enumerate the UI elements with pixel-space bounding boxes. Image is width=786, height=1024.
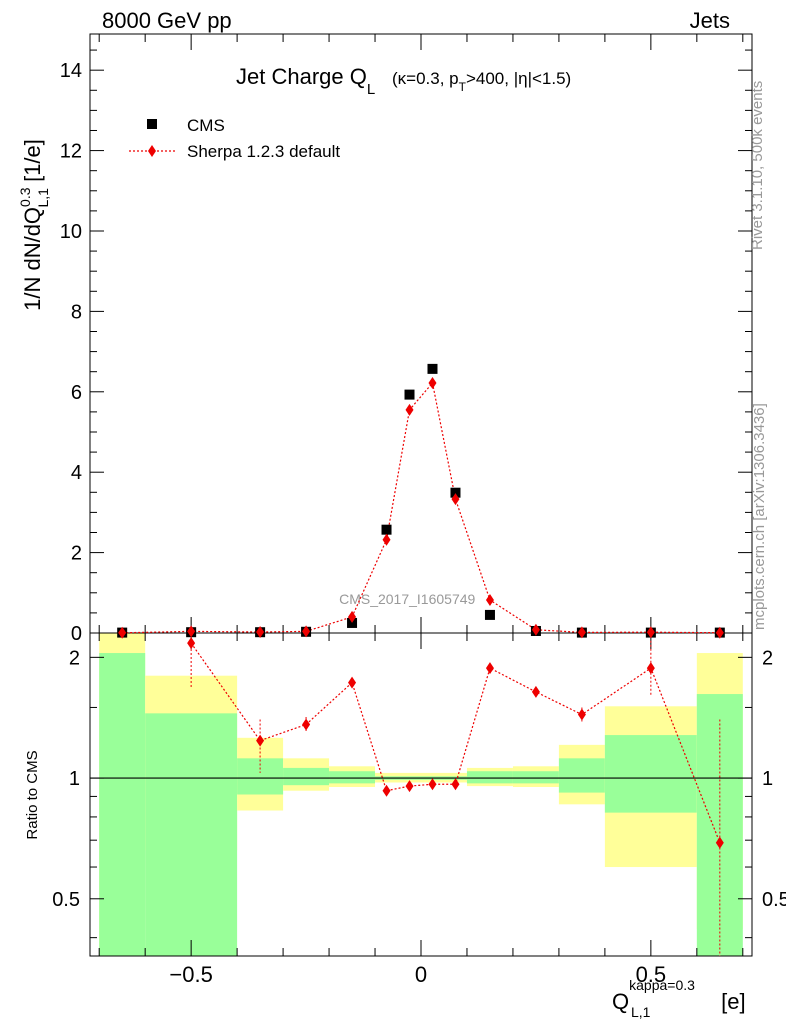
xtick-label: 0 [415, 962, 427, 987]
sherpa-point [428, 376, 437, 389]
ratio-point [485, 662, 494, 675]
chart-title-sub: L [367, 81, 375, 98]
main-ytick-label: 0 [71, 623, 82, 645]
ratio-ylabel: Ratio to CMS [24, 750, 41, 839]
ratio-point [531, 685, 540, 698]
ratio-ytick-label: 1 [69, 768, 80, 790]
xtick-label: 0.5 [636, 962, 667, 987]
cms-point [427, 363, 438, 374]
band-inner-8 [558, 758, 605, 793]
sherpa-point [405, 403, 414, 416]
band-inner-0 [99, 653, 146, 956]
sherpa-point [118, 626, 127, 639]
sherpa-point [485, 594, 494, 607]
main-ylabel: 1/N dN/dQ0.3 L,1 [1/e] [17, 139, 51, 311]
band-inner-7 [512, 771, 559, 784]
xtick-label: −0.5 [169, 962, 212, 987]
band-inner-1 [145, 713, 238, 956]
header-right-label: Jets [689, 8, 730, 33]
main-ytick-label: 2 [71, 543, 82, 565]
chart-title-main: Jet Charge Q [236, 64, 367, 89]
main-ytick-label: 10 [60, 221, 82, 243]
sherpa-point [577, 626, 586, 639]
ratio-point [382, 784, 391, 797]
ratio-point [428, 778, 437, 791]
ratio-point [348, 676, 357, 689]
main-ylabel-post: [1/e] [20, 139, 45, 188]
cms-point [347, 617, 358, 628]
ratio-point [405, 780, 414, 793]
ratio-ytick-label-right: 1 [762, 768, 773, 790]
analysis-watermark: CMS_2017_I1605749 [339, 591, 475, 607]
main-ytick-label: 4 [71, 462, 82, 484]
sherpa-point [715, 626, 724, 639]
ratio-ytick-label: 0.5 [52, 889, 80, 911]
ratio-point [187, 637, 196, 650]
ratio-xlabel-sup: kappa=0.3 [629, 977, 695, 993]
cms-point [450, 487, 461, 498]
sherpa-point [451, 493, 460, 506]
main-ytick-label: 12 [60, 141, 82, 163]
sherpa-point [302, 625, 311, 638]
legend-cms-marker [147, 119, 157, 129]
rivet-version-label: Rivet 3.1.10, 500k events [749, 81, 766, 250]
legend-sherpa-marker [148, 145, 156, 157]
sherpa-point [382, 533, 391, 546]
legend-sherpa-label: Sherpa 1.2.3 default [187, 142, 340, 161]
chart-title-cuts-b: >400, |η|<1.5) [466, 69, 571, 88]
ratio-point [256, 734, 265, 747]
main-ytick-label: 14 [60, 60, 82, 82]
main-ylabel-sup: 0.3 [17, 187, 33, 207]
ratio-point [715, 836, 724, 849]
ratio-point [451, 778, 460, 791]
cms-point [404, 389, 415, 400]
band-inner-3 [283, 767, 330, 786]
chart-title-cuts-a: (κ=0.3, p [392, 69, 459, 88]
ratio-point [646, 662, 655, 675]
ratio-xlabel-main: Q [612, 989, 629, 1014]
sherpa-point [348, 610, 357, 623]
cms-point [484, 609, 495, 620]
band-inner-4 [329, 771, 376, 784]
ratio-xlabel-post: [e] [715, 989, 746, 1014]
sherpa-line [122, 381, 720, 634]
chart-title: Jet Charge QL [236, 64, 375, 98]
main-ytick-label: 6 [71, 382, 82, 404]
main-ytick-label: 8 [71, 301, 82, 323]
ratio-point [577, 708, 586, 721]
ratio-xlabel-sub: L,1 [631, 1004, 651, 1020]
ratio-ytick-label-right: 0.5 [762, 889, 786, 911]
ratio-point [302, 718, 311, 731]
band-inner-6 [466, 771, 513, 784]
sherpa-point [646, 626, 655, 639]
band-inner-9 [604, 735, 697, 813]
ratio-ytick-label: 2 [69, 647, 80, 669]
ratio-ytick-label-right: 2 [762, 647, 773, 669]
chart-title-cuts: (κ=0.3, pT>400, |η|<1.5) [392, 69, 571, 94]
chart-title-cuts-sub: T [459, 80, 467, 94]
sherpa-point [256, 625, 265, 638]
header-left-label: 8000 GeV pp [102, 8, 232, 33]
sherpa-point [187, 625, 196, 638]
sherpa-point [531, 623, 540, 636]
main-ylabel-sub: L,1 [35, 188, 51, 208]
legend-cms-label: CMS [187, 116, 225, 135]
ratio-xlabel: Qkappa=0.3 L,1 [e] [612, 977, 746, 1020]
cms-point [381, 524, 392, 535]
main-ylabel-pre: 1/N dN/dQ [20, 207, 45, 311]
mcplots-reference-label: mcplots.cern.ch [arXiv:1306.3436] [751, 403, 768, 630]
